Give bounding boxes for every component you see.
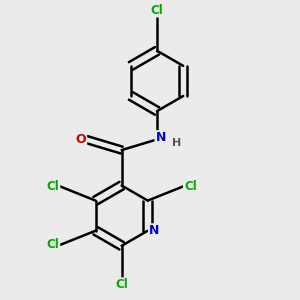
Text: Cl: Cl	[115, 278, 128, 291]
Text: Cl: Cl	[184, 180, 197, 193]
Text: Cl: Cl	[46, 238, 59, 251]
Text: Cl: Cl	[151, 4, 164, 16]
Text: H: H	[172, 138, 181, 148]
Text: Cl: Cl	[46, 180, 59, 193]
Text: N: N	[149, 224, 159, 237]
Text: O: O	[76, 133, 86, 146]
Text: N: N	[155, 131, 166, 144]
